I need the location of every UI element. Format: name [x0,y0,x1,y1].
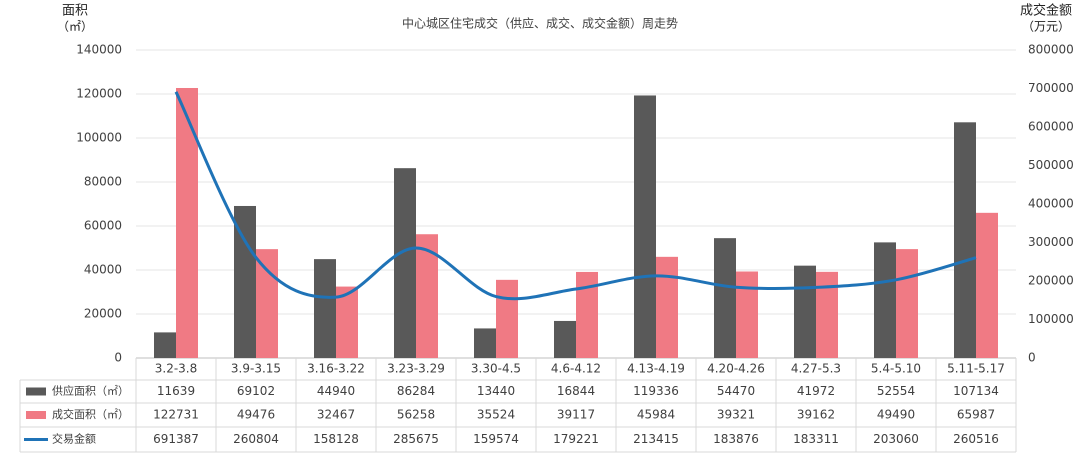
x-tick-label: 3.16-3.22 [307,362,365,376]
table-value: 39321 [717,408,755,422]
legend-label: 供应面积（㎡） [52,384,129,398]
table-value: 52554 [877,384,915,398]
bar [176,87,198,359]
x-tick-label: 5.4-5.10 [871,362,921,376]
table-value: 41972 [797,384,835,398]
bar [794,265,816,358]
table-value: 32467 [317,408,355,422]
y2-tick-label: 300000 [1028,235,1074,249]
y2-tick-label: 800000 [1028,43,1074,57]
bar [874,242,896,358]
bar [554,320,576,358]
table-value: 203060 [873,432,919,446]
y2-tick-label: 100000 [1028,312,1074,326]
y2-tick-label: 700000 [1028,81,1074,95]
bar [954,122,976,358]
table-value: 179221 [553,432,599,446]
x-tick-label: 5.11-5.17 [947,362,1005,376]
bar [656,256,678,358]
bar [714,238,736,358]
bar [256,249,278,358]
line [174,91,977,301]
x-tick-label: 3.23-3.29 [387,362,445,376]
y2-tick-label: 0 [1028,351,1036,365]
table-value: 11639 [157,384,195,398]
legend-label: 交易金额 [52,432,96,446]
bar [336,286,358,358]
table-value: 159574 [473,432,519,446]
legend-label: 成交面积（㎡） [52,407,129,421]
x-tick-label: 3.2-3.8 [155,362,198,376]
bar [576,271,598,358]
table-value: 45984 [637,408,675,422]
y-tick-label: 140000 [76,43,122,57]
chart-title: 中心城区住宅成交（供应、成交、成交金额）周走势 [402,16,678,31]
y-tick-label: 80000 [84,175,122,189]
table-value: 69102 [237,384,275,398]
y-tick-label: 100000 [76,131,122,145]
table-value: 119336 [633,384,679,398]
legend-swatch [26,411,46,419]
table-value: 183311 [793,432,839,446]
bar [154,332,176,358]
y-tick-label: 40000 [84,263,122,277]
bar [816,271,838,358]
table-value: 39162 [797,408,835,422]
x-tick-label: 4.6-4.12 [551,362,601,376]
table-value: 213415 [633,432,679,446]
table-value: 122731 [153,408,199,422]
table-value: 16844 [557,384,595,398]
table-value: 260516 [953,432,999,446]
x-tick-label: 4.27-5.3 [791,362,841,376]
table-value: 54470 [717,384,755,398]
table-value: 44940 [317,384,355,398]
y2-tick-label: 200000 [1028,274,1074,288]
bar [976,212,998,358]
bar [416,234,438,358]
y-axis-label: 面积 [62,4,88,19]
bar [474,328,496,358]
bar [496,279,518,358]
table-value: 65987 [957,408,995,422]
bar [634,95,656,358]
bar [234,205,256,358]
table-value: 260804 [233,432,279,446]
x-tick-label: 3.30-4.5 [471,362,521,376]
bar [314,259,336,358]
bar [394,168,416,358]
table-value: 49476 [237,408,275,422]
y2-tick-label: 400000 [1028,197,1074,211]
table-value: 183876 [713,432,759,446]
y-tick-label: 20000 [84,307,122,321]
bar [896,249,918,358]
x-tick-label: 4.13-4.19 [627,362,685,376]
y-tick-label: 0 [114,351,122,365]
table-value: 691387 [153,432,199,446]
y2-tick-label: 600000 [1028,120,1074,134]
y2-tick-label: 500000 [1028,158,1074,172]
table-value: 35524 [477,408,515,422]
table-value: 49490 [877,408,915,422]
table-value: 285675 [393,432,439,446]
y2-axis-unit: （万元） [1022,20,1070,34]
table-value: 158128 [313,432,359,446]
legend-swatch [26,387,46,396]
table-value: 86284 [397,384,435,398]
y-tick-label: 60000 [84,219,122,233]
table-value: 39117 [557,408,595,422]
bar [736,271,758,358]
table-value: 13440 [477,384,515,398]
table-value: 56258 [397,408,435,422]
y2-axis-label: 成交金额 [1020,3,1072,19]
x-tick-label: 4.20-4.26 [707,362,765,376]
y-tick-label: 120000 [76,87,122,101]
table-value: 107134 [953,384,999,398]
x-tick-label: 3.9-3.15 [231,362,281,376]
y-axis-unit: （㎡） [57,20,93,34]
